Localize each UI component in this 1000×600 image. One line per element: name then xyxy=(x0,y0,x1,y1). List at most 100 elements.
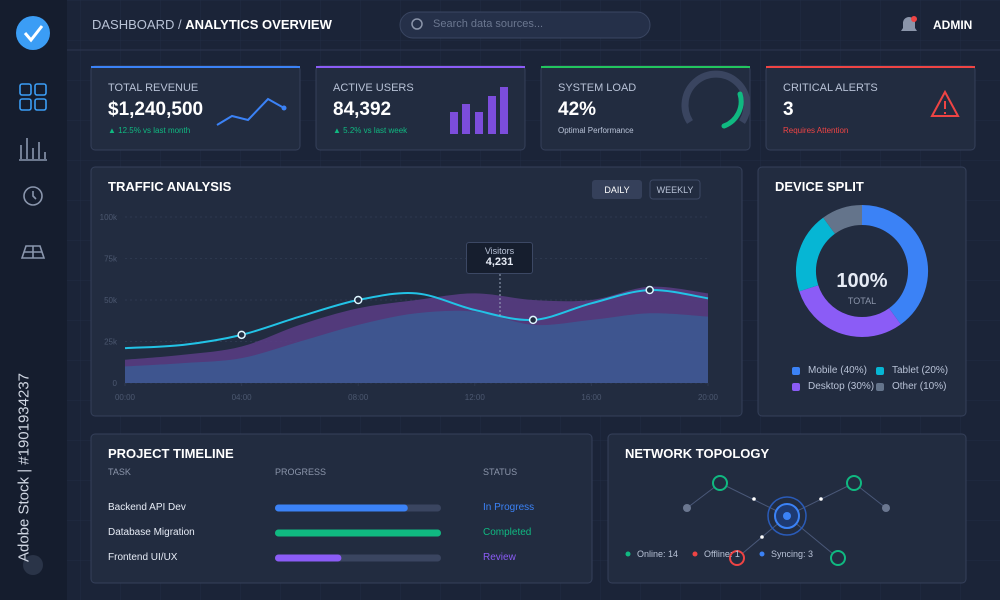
card-title: TRAFFIC ANALYSIS xyxy=(108,179,232,194)
donut-center: 100% xyxy=(836,270,888,292)
kpi-sub: ▲ 5.2% vs last week xyxy=(333,126,408,135)
hub-ring xyxy=(767,496,807,536)
search-placeholder[interactable]: Search data sources... xyxy=(433,18,544,30)
sparkline-dot xyxy=(281,105,287,111)
avatar xyxy=(23,555,43,575)
legend-dot xyxy=(759,551,765,557)
packets xyxy=(752,497,823,539)
area xyxy=(125,310,708,383)
breadcrumb: DASHBOARD / ANALYTICS OVERVIEW xyxy=(92,17,332,32)
donut-segment xyxy=(861,205,928,325)
peers xyxy=(683,504,890,512)
kpi-accent xyxy=(316,66,525,68)
tab-label[interactable]: WEEKLY xyxy=(656,185,694,195)
legend-swatch xyxy=(876,367,884,375)
x-tick-label: 16:00 xyxy=(581,393,602,402)
search-icon xyxy=(411,18,423,30)
tab[interactable] xyxy=(649,179,701,200)
x-tick-label: 08:00 xyxy=(348,393,369,402)
line xyxy=(124,289,709,350)
legend-label: Other (10%) xyxy=(892,381,947,392)
net-legend: Online: 14 xyxy=(637,549,679,559)
donut-segment xyxy=(799,284,901,337)
kpi-card xyxy=(765,65,976,151)
kpi-title: SYSTEM LOAD xyxy=(558,82,637,94)
col-header: TASK xyxy=(108,467,131,477)
nodes xyxy=(712,475,862,566)
traffic-chart: 0 25k 50k 75k 100k 00:00 04:00 08:00 12:00 16:00 2… xyxy=(100,213,719,402)
y-tick-label: 50k xyxy=(104,296,118,305)
legend-label: Mobile (40%) xyxy=(808,365,867,376)
status: In Progress xyxy=(483,502,535,513)
crumb[interactable]: DASHBOARD xyxy=(92,17,175,32)
y-tick-label: 100k xyxy=(100,213,118,222)
kpi-value: 42% xyxy=(558,99,597,120)
gauge-fill xyxy=(721,91,744,129)
point xyxy=(237,330,246,340)
point xyxy=(645,285,654,295)
legend-dot xyxy=(625,551,631,557)
card-title: PROJECT TIMELINE xyxy=(108,446,234,461)
donut xyxy=(796,205,928,337)
search-box[interactable] xyxy=(399,11,651,39)
gauge-track xyxy=(681,70,751,124)
y-tick-label: 25k xyxy=(104,338,118,347)
col-header: STATUS xyxy=(483,467,518,477)
point xyxy=(528,315,538,325)
x-tick-label: 12:00 xyxy=(465,393,486,402)
donut-segment xyxy=(823,205,863,235)
donut-sub: TOTAL xyxy=(847,296,877,306)
x-tick-label: 20:00 xyxy=(698,393,719,402)
mini-bars xyxy=(450,87,508,134)
alert-icon xyxy=(930,89,960,117)
col-header: PROGRESS xyxy=(275,467,327,477)
legend-dot xyxy=(692,551,698,557)
progress-bar xyxy=(275,504,408,512)
y-tick-label: 75k xyxy=(104,255,118,264)
status: Review xyxy=(483,552,516,563)
kpi-sub: Requires Attention xyxy=(783,126,849,135)
device-card xyxy=(757,166,967,417)
kpi-value: 84,392 xyxy=(333,99,392,120)
user-name[interactable]: ADMIN xyxy=(933,18,973,32)
legend-swatch xyxy=(792,383,800,391)
donut-segment xyxy=(796,217,836,292)
legend-label: Desktop (30%) xyxy=(808,381,875,392)
nav-icons xyxy=(19,83,47,111)
hub-core xyxy=(783,512,791,520)
logo xyxy=(16,16,50,50)
crumb-sep: / xyxy=(177,17,182,32)
net-legend: Syncing: 3 xyxy=(771,549,814,559)
x-tick-label: 04:00 xyxy=(232,393,253,402)
card-title: DEVICE SPLIT xyxy=(775,179,864,194)
legend-swatch xyxy=(876,383,884,391)
progress-bar xyxy=(275,554,342,562)
bell-dot xyxy=(911,16,917,22)
kpi-accent xyxy=(91,66,300,68)
kpi-accent xyxy=(541,66,750,68)
kpi-title: CRITICAL ALERTS xyxy=(783,82,878,94)
watermark: Adobe Stock | #1901934237 xyxy=(15,372,33,563)
task: Frontend UI/UX xyxy=(108,552,178,563)
legend-swatch xyxy=(792,367,800,375)
kpi-title: TOTAL REVENUE xyxy=(108,82,199,94)
kpi-accent xyxy=(766,66,975,68)
sparkline xyxy=(216,97,285,126)
x-tick-label: 00:00 xyxy=(115,393,136,402)
kpi-title: ACTIVE USERS xyxy=(333,82,414,94)
task: Database Migration xyxy=(108,527,195,538)
nav-icons-muted xyxy=(19,138,47,259)
kpi-sub: Optimal Performance xyxy=(558,126,634,135)
tab[interactable] xyxy=(592,180,642,199)
legend-label: Tablet (20%) xyxy=(892,365,949,376)
tooltip-value: 4,231 xyxy=(485,256,514,268)
kpi-value: 3 xyxy=(783,99,794,120)
kpi-value: $1,240,500 xyxy=(108,99,204,120)
crumb: ANALYTICS OVERVIEW xyxy=(185,17,332,32)
net-legend: Offline: 1 xyxy=(704,549,740,559)
status: Completed xyxy=(483,527,532,538)
task: Backend API Dev xyxy=(108,502,186,513)
tab-label[interactable]: DAILY xyxy=(604,185,630,195)
